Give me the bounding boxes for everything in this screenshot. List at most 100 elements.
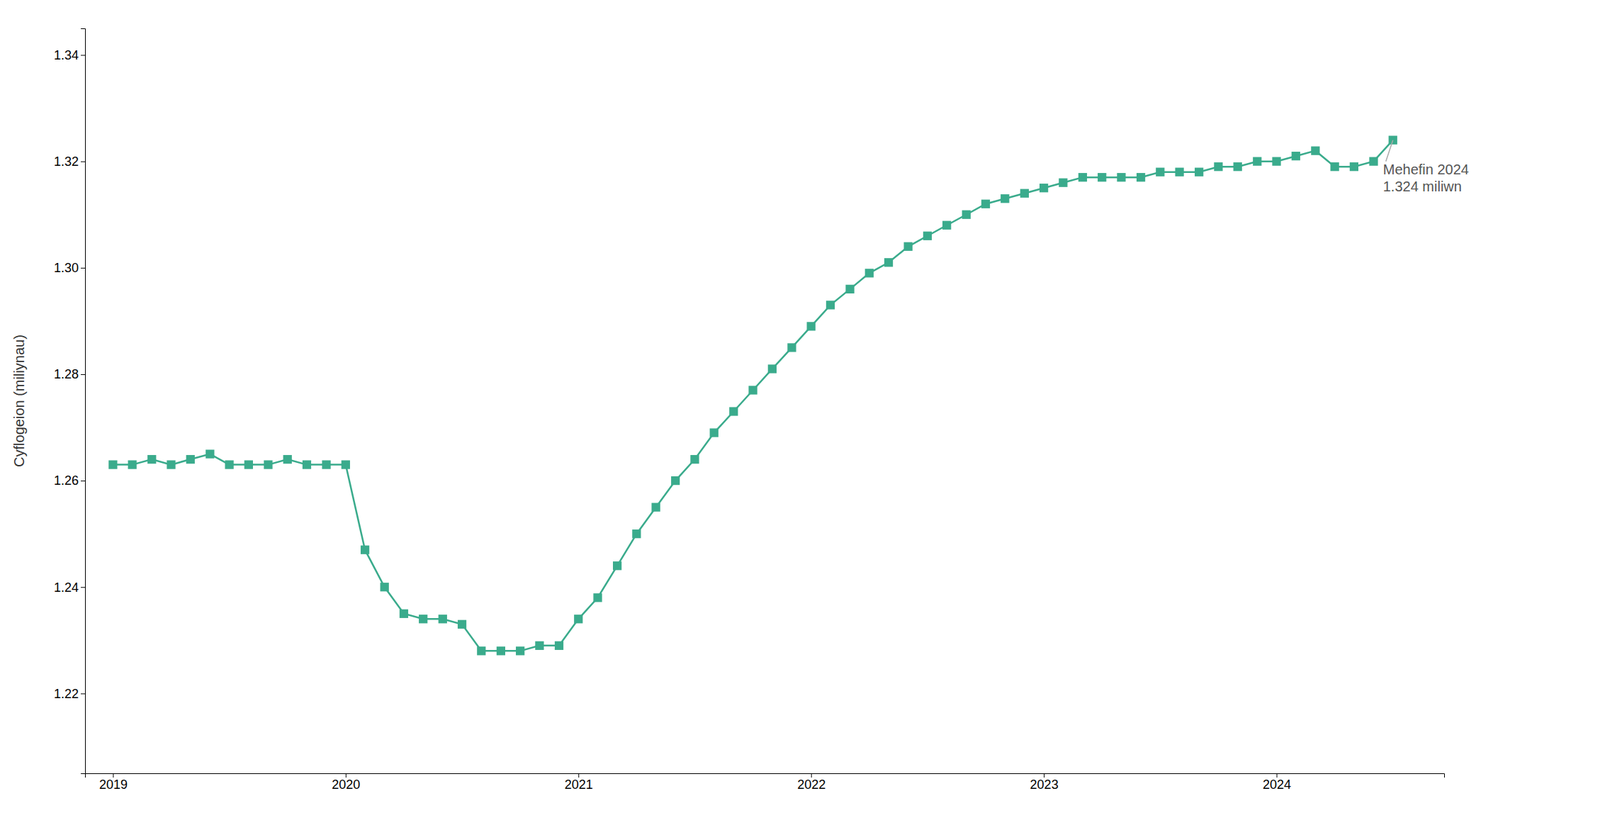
point	[418, 614, 428, 623]
point	[748, 385, 757, 394]
point	[263, 459, 273, 469]
y-axis-title: Cyflogeion (miliynau)	[11, 334, 27, 467]
point	[108, 459, 117, 469]
point	[768, 364, 777, 373]
point	[438, 614, 448, 623]
y-tick: 1.28	[53, 367, 86, 382]
point	[826, 300, 835, 309]
point	[534, 641, 544, 650]
point	[593, 593, 602, 602]
x-axis-line	[85, 773, 1445, 779]
x-tick-label: 2020	[331, 777, 360, 792]
point	[845, 284, 854, 294]
x-tick-label: 2021	[564, 777, 594, 792]
y-tick: 1.30	[53, 260, 86, 275]
x-tick: 2020	[331, 773, 360, 792]
point	[283, 454, 292, 464]
point	[128, 459, 137, 469]
point	[1252, 157, 1262, 166]
y-tick-label: 1.30	[53, 260, 79, 275]
x-tick: 2023	[1030, 773, 1059, 792]
y-tick-mark	[80, 374, 86, 375]
plot: 2019202020212022202320241.221.241.261.28…	[53, 29, 1469, 792]
x-tick-label: 2023	[1030, 777, 1059, 792]
y-tick: 1.34	[53, 48, 86, 63]
point	[147, 454, 156, 464]
point	[1233, 162, 1243, 171]
x-tick-label: 2019	[99, 777, 128, 792]
point	[942, 221, 951, 230]
y-tick-mark	[80, 267, 86, 269]
point	[710, 427, 719, 437]
point	[399, 609, 409, 618]
y-tick-label: 1.32	[53, 154, 79, 169]
y-tick: 1.22	[53, 686, 86, 701]
y-tick-label: 1.34	[53, 48, 79, 63]
point	[205, 449, 214, 458]
point	[1097, 172, 1107, 182]
x-axis: 201920202021202220232024	[85, 773, 1445, 792]
point	[1020, 189, 1029, 198]
point	[224, 459, 234, 469]
chart: 2019202020212022202320241.221.241.261.28…	[0, 0, 1600, 830]
point	[1194, 167, 1204, 177]
point	[321, 459, 331, 469]
y-tick-mark	[80, 161, 86, 163]
point	[1078, 172, 1087, 182]
point	[632, 529, 641, 538]
annotation-line	[1386, 140, 1394, 162]
point	[515, 646, 525, 655]
y-tick-mark	[80, 55, 86, 56]
point	[244, 459, 253, 469]
annotation: Mehefin 20241.324 miliwn	[1383, 161, 1469, 195]
point	[923, 231, 932, 241]
point	[1349, 162, 1359, 171]
point	[1136, 172, 1146, 182]
y-tick-mark	[80, 693, 86, 694]
y-tick-label: 1.26	[53, 473, 79, 488]
point	[1000, 194, 1010, 203]
y-tick-mark	[80, 586, 86, 588]
y-tick: 1.26	[53, 473, 86, 488]
point	[904, 242, 913, 251]
point	[1330, 162, 1340, 171]
x-tick: 2021	[564, 773, 594, 792]
point	[457, 620, 467, 629]
point	[1039, 183, 1049, 193]
point	[1310, 146, 1320, 156]
point	[573, 614, 583, 623]
x-tick-label: 2024	[1262, 777, 1292, 792]
y-tick: 1.32	[53, 154, 86, 169]
y-tick-mark	[80, 480, 86, 482]
point	[1368, 157, 1378, 166]
point	[671, 476, 680, 485]
y-axis: 1.22 1.24 1.26 1.28 1.30 1.32 1.34	[53, 29, 86, 774]
point	[1155, 167, 1165, 177]
y-tick-label: 1.24	[53, 580, 79, 595]
point	[186, 454, 195, 464]
point	[554, 641, 564, 650]
annotation-line-text: Mehefin 2024	[1383, 161, 1469, 178]
line	[112, 140, 1393, 652]
point	[807, 321, 816, 331]
point	[1271, 157, 1281, 166]
y-axis-line	[80, 29, 86, 774]
point	[1213, 162, 1223, 171]
y-tick-label: 1.28	[53, 367, 79, 382]
series	[108, 136, 1398, 656]
point	[380, 582, 390, 591]
point	[787, 342, 796, 352]
y-tick: 1.24	[53, 580, 86, 595]
point	[1291, 151, 1301, 161]
y-tick-label: 1.22	[53, 686, 79, 701]
point	[962, 210, 971, 219]
point	[341, 459, 351, 469]
point	[302, 459, 312, 469]
point	[651, 503, 661, 512]
point	[981, 199, 990, 209]
point	[476, 646, 486, 655]
annotation-line-text: 1.324 miliwn	[1383, 178, 1462, 195]
point	[612, 561, 622, 570]
point	[690, 454, 699, 464]
point	[865, 268, 874, 278]
